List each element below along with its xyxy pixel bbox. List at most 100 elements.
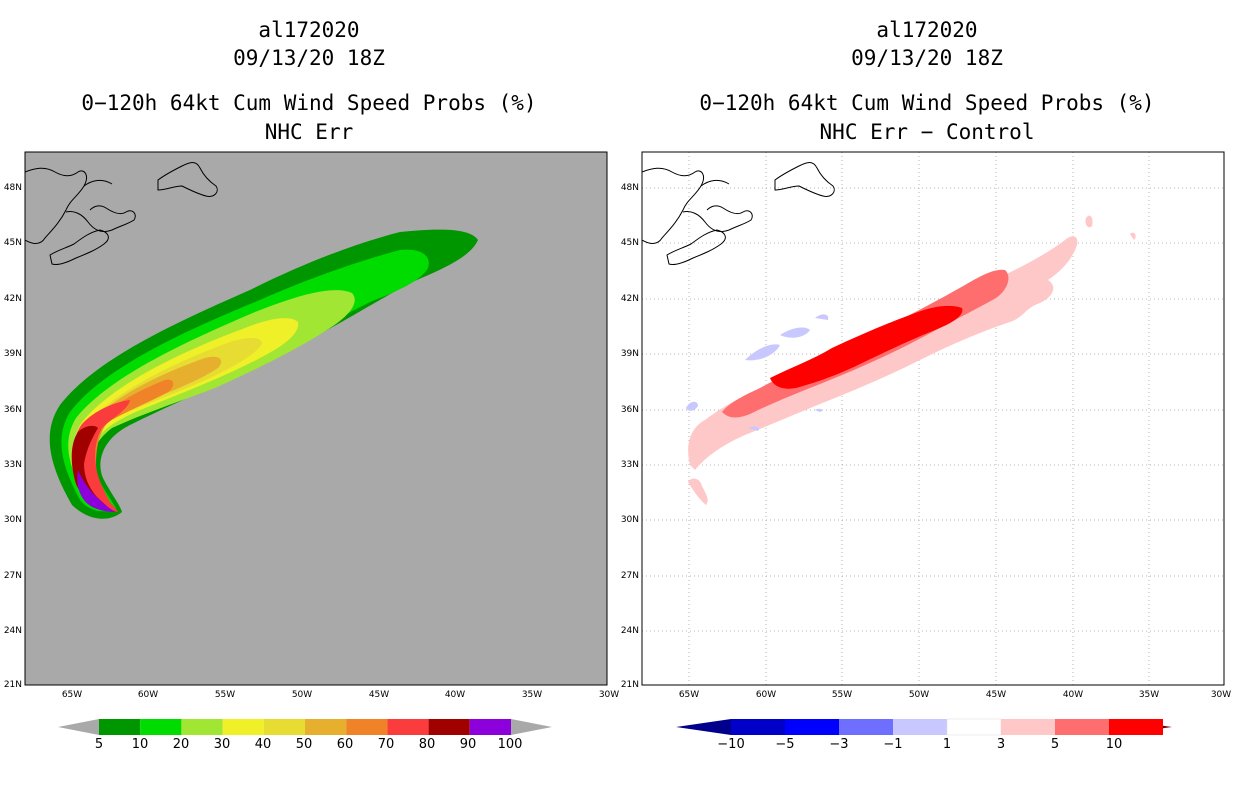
left-coastline [25, 162, 218, 265]
right-cb-label-minus5: −5 [775, 737, 795, 752]
left-lon-65W: 65W [61, 690, 83, 700]
diff-plus1-spot1 [1085, 215, 1093, 228]
right-colorbar-swatch-4 [946, 718, 1002, 736]
left-probability-contours [49, 229, 479, 519]
right-colorbar-swatch-0 [731, 719, 785, 735]
right-lat-45N: 45N [620, 238, 639, 248]
left-colorbar-high-triangle [511, 719, 552, 735]
right-colorbar-swatch-3 [893, 719, 947, 735]
right-subtitle: NHC Err − Control [819, 120, 1035, 144]
left-date: 09/13/20 18Z [233, 46, 385, 70]
right-cb-label-5: 5 [1050, 737, 1060, 752]
right-lon-40W: 40W [1062, 690, 1084, 700]
contour-5 [49, 229, 479, 519]
left-lon-40W: 40W [444, 690, 466, 700]
left-map-frame [24, 151, 608, 686]
left-lon-50W: 50W [291, 690, 313, 700]
right-colorbar-swatch-2 [839, 719, 893, 735]
diff-minus1-e [748, 426, 760, 431]
left-storm-id: al172020 [258, 18, 360, 42]
right-colorbar-swatch-6 [1055, 719, 1109, 735]
right-lat-48N: 48N [620, 183, 639, 193]
diff-plus1-spot2 [1130, 232, 1136, 240]
diff-minus1-c [815, 314, 829, 320]
right-lon-30W: 30W [1210, 690, 1232, 700]
right-cb-label-minus3: −3 [829, 737, 849, 752]
left-colorbar-swatch-7 [387, 719, 429, 735]
left-lat-42N: 42N [3, 294, 22, 304]
right-lat-27N: 27N [620, 571, 639, 581]
left-lat-24N: 24N [3, 626, 22, 636]
left-cb-label-50: 50 [295, 737, 313, 752]
right-colorbar-swatch-5 [1001, 719, 1055, 735]
right-map-frame [641, 151, 1225, 686]
contour-30 [74, 318, 299, 499]
right-date: 09/13/20 18Z [851, 46, 1003, 70]
left-cb-label-80: 80 [418, 737, 436, 752]
right-lat-33N: 33N [620, 460, 639, 470]
left-colorbar [58, 719, 552, 735]
right-lon-60W: 60W [755, 690, 777, 700]
right-lat-24N: 24N [620, 626, 639, 636]
right-lon-65W: 65W [678, 690, 700, 700]
left-lat-39N: 39N [3, 349, 22, 359]
diff-minus1-a [745, 344, 780, 361]
right-cb-label-minus1: −1 [883, 737, 903, 752]
right-gridlines [642, 152, 1224, 685]
diff-minus1-f [815, 408, 823, 412]
left-cb-label-60: 60 [336, 737, 354, 752]
left-lon-35W: 35W [521, 690, 543, 700]
contour-100 [77, 470, 116, 512]
left-product-title: 0−120h 64kt Cum Wind Speed Probs (%) [81, 91, 537, 115]
left-colorbar-swatch-0 [99, 719, 141, 735]
right-map [641, 151, 1225, 686]
right-cb-label-10: 10 [1105, 737, 1123, 752]
left-colorbar-swatch-1 [140, 719, 182, 735]
left-subtitle: NHC Err [264, 120, 354, 144]
right-lat-21N: 21N [620, 680, 639, 690]
diff-plus1-tail [688, 478, 708, 505]
left-lon-30W: 30W [598, 690, 620, 700]
left-lat-48N: 48N [3, 183, 22, 193]
left-cb-label-30: 30 [213, 737, 231, 752]
left-colorbar-swatch-9 [469, 719, 511, 735]
left-lat-36N: 36N [3, 405, 22, 415]
diff-plus10 [905, 309, 948, 328]
right-difference-contours [686, 215, 1136, 505]
right-lon-35W: 35W [1138, 690, 1160, 700]
left-colorbar-swatch-6 [346, 719, 388, 735]
right-storm-id: al172020 [876, 18, 978, 42]
right-lon-55W: 55W [831, 690, 853, 700]
right-lat-39N: 39N [620, 349, 639, 359]
left-colorbar-swatch-8 [428, 719, 470, 735]
right-lon-45W: 45W [985, 690, 1007, 700]
right-lat-42N: 42N [620, 294, 639, 304]
left-cb-label-70: 70 [377, 737, 395, 752]
right-lon-50W: 50W [908, 690, 930, 700]
left-cb-label-5: 5 [94, 737, 104, 752]
left-map [24, 151, 608, 686]
left-lat-30N: 30N [3, 515, 22, 525]
right-lat-36N: 36N [620, 405, 639, 415]
right-cb-label-1: 1 [942, 737, 952, 752]
right-colorbar [676, 718, 1172, 736]
left-lat-45N: 45N [3, 238, 22, 248]
left-colorbar-swatch-4 [263, 719, 305, 735]
right-lat-30N: 30N [620, 515, 639, 525]
right-cb-label-3: 3 [996, 737, 1006, 752]
left-cb-label-20: 20 [172, 737, 190, 752]
left-lat-33N: 33N [3, 460, 22, 470]
right-colorbar-swatch-1 [785, 719, 839, 735]
right-product-title: 0−120h 64kt Cum Wind Speed Probs (%) [699, 91, 1155, 115]
right-cb-label-minus10: −10 [717, 737, 745, 752]
left-lat-21N: 21N [3, 680, 22, 690]
diff-minus1-b [780, 327, 810, 338]
left-cb-label-100: 100 [497, 737, 523, 752]
right-colorbar-swatch-7 [1109, 719, 1163, 735]
left-cb-label-40: 40 [254, 737, 272, 752]
left-lon-55W: 55W [214, 690, 236, 700]
left-colorbar-low-triangle [58, 719, 99, 735]
left-colorbar-swatch-5 [305, 719, 347, 735]
diff-minus1-d [686, 401, 698, 411]
